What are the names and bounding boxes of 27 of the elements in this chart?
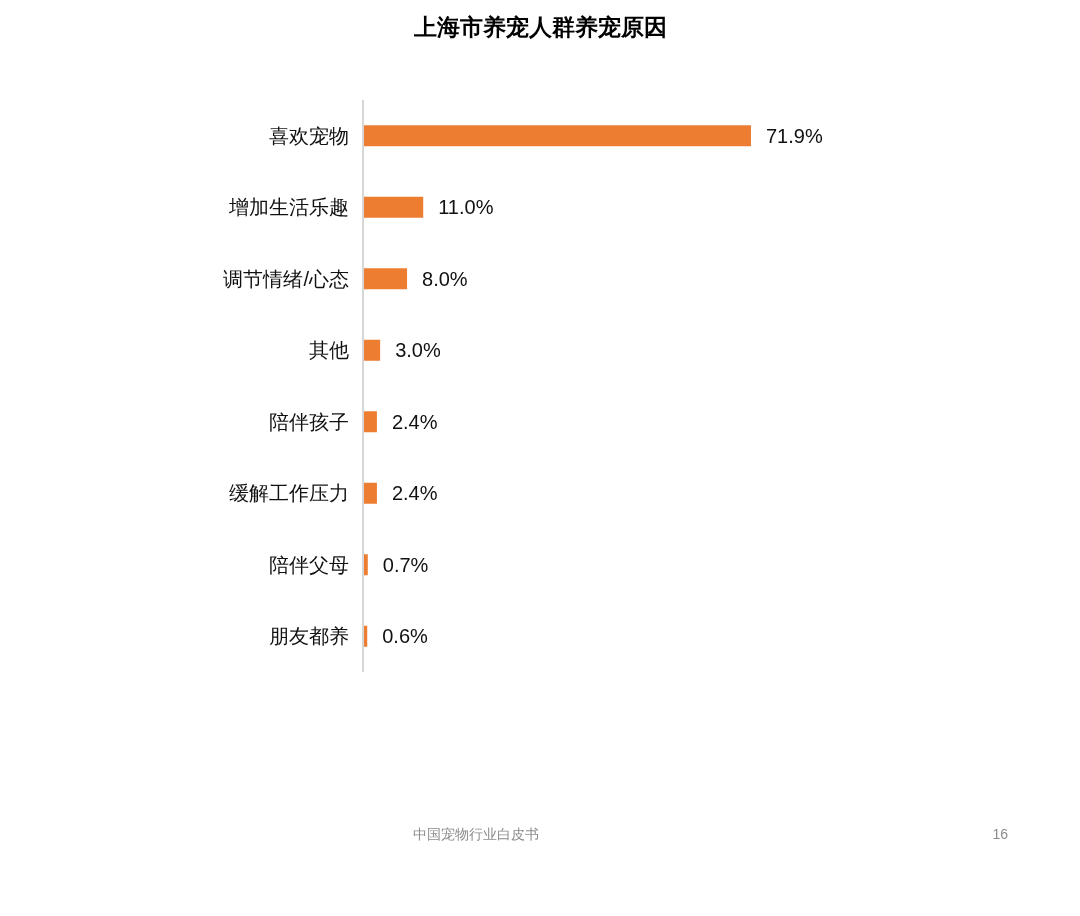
y-tick-label: 陪伴父母 — [269, 553, 349, 576]
data-label: 0.7% — [382, 553, 429, 576]
bar — [364, 196, 424, 218]
text: 16 — [992, 826, 1009, 842]
bar — [364, 268, 408, 290]
bar — [364, 482, 377, 504]
data-label: 8.0% — [422, 267, 468, 290]
y-tick-label: 其他 — [309, 339, 349, 362]
bar — [364, 554, 368, 576]
y-tick-label: 喜欢宠物 — [269, 124, 349, 147]
data-label: 71.9% — [766, 124, 823, 147]
bar — [364, 625, 368, 647]
text: 中国宠物行业白皮书 — [413, 826, 539, 842]
bar — [364, 339, 381, 361]
bar — [364, 125, 751, 147]
y-tick-label: 缓解工作压力 — [229, 482, 349, 505]
y-tick-label: 增加生活乐趣 — [228, 196, 349, 219]
data-label: 2.4% — [391, 410, 438, 433]
y-tick-label: 朋友都养 — [269, 625, 349, 648]
data-label: 2.4% — [391, 482, 438, 505]
y-tick-label: 调节情绪/心态 — [223, 267, 349, 290]
data-label: 0.6% — [382, 625, 429, 648]
data-label: 11.0% — [438, 196, 494, 219]
chart-title: 上海市养宠人群养宠原因 — [412, 14, 667, 40]
y-tick-label: 陪伴孩子 — [269, 410, 349, 433]
bar — [364, 411, 377, 433]
data-label: 3.0% — [395, 339, 441, 362]
